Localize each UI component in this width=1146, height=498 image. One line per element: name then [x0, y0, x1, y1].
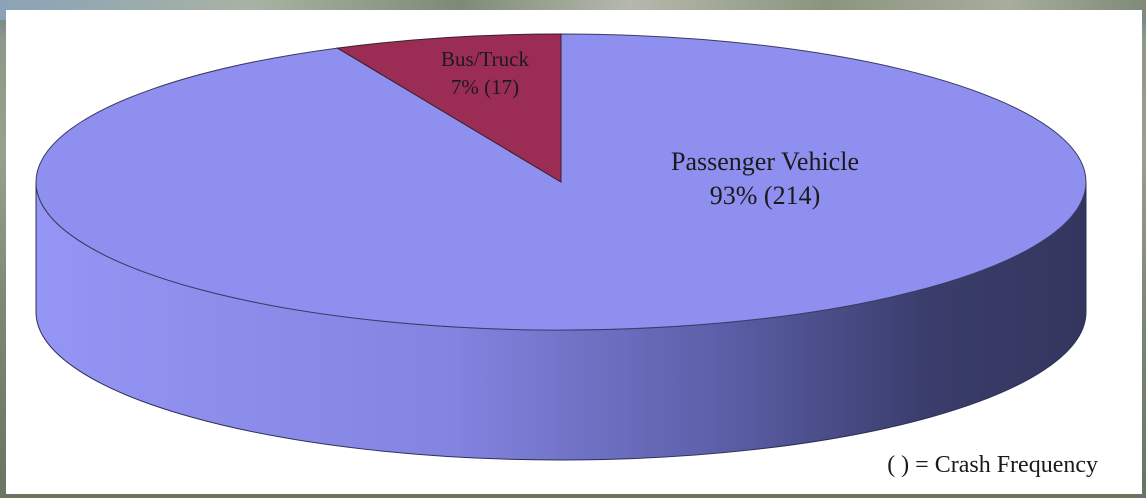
value-passenger-vehicle: 93% (214) [710, 181, 820, 210]
slice-bus-truck [335, 33, 562, 183]
slice-passenger-vehicle [35, 33, 1087, 331]
label-bus-truck: Bus/Truck [441, 47, 529, 71]
value-bus-truck: 7% (17) [451, 75, 519, 99]
label-passenger-vehicle: Passenger Vehicle [671, 147, 859, 176]
crash-frequency-note: ( ) = Crash Frequency [887, 452, 1098, 478]
